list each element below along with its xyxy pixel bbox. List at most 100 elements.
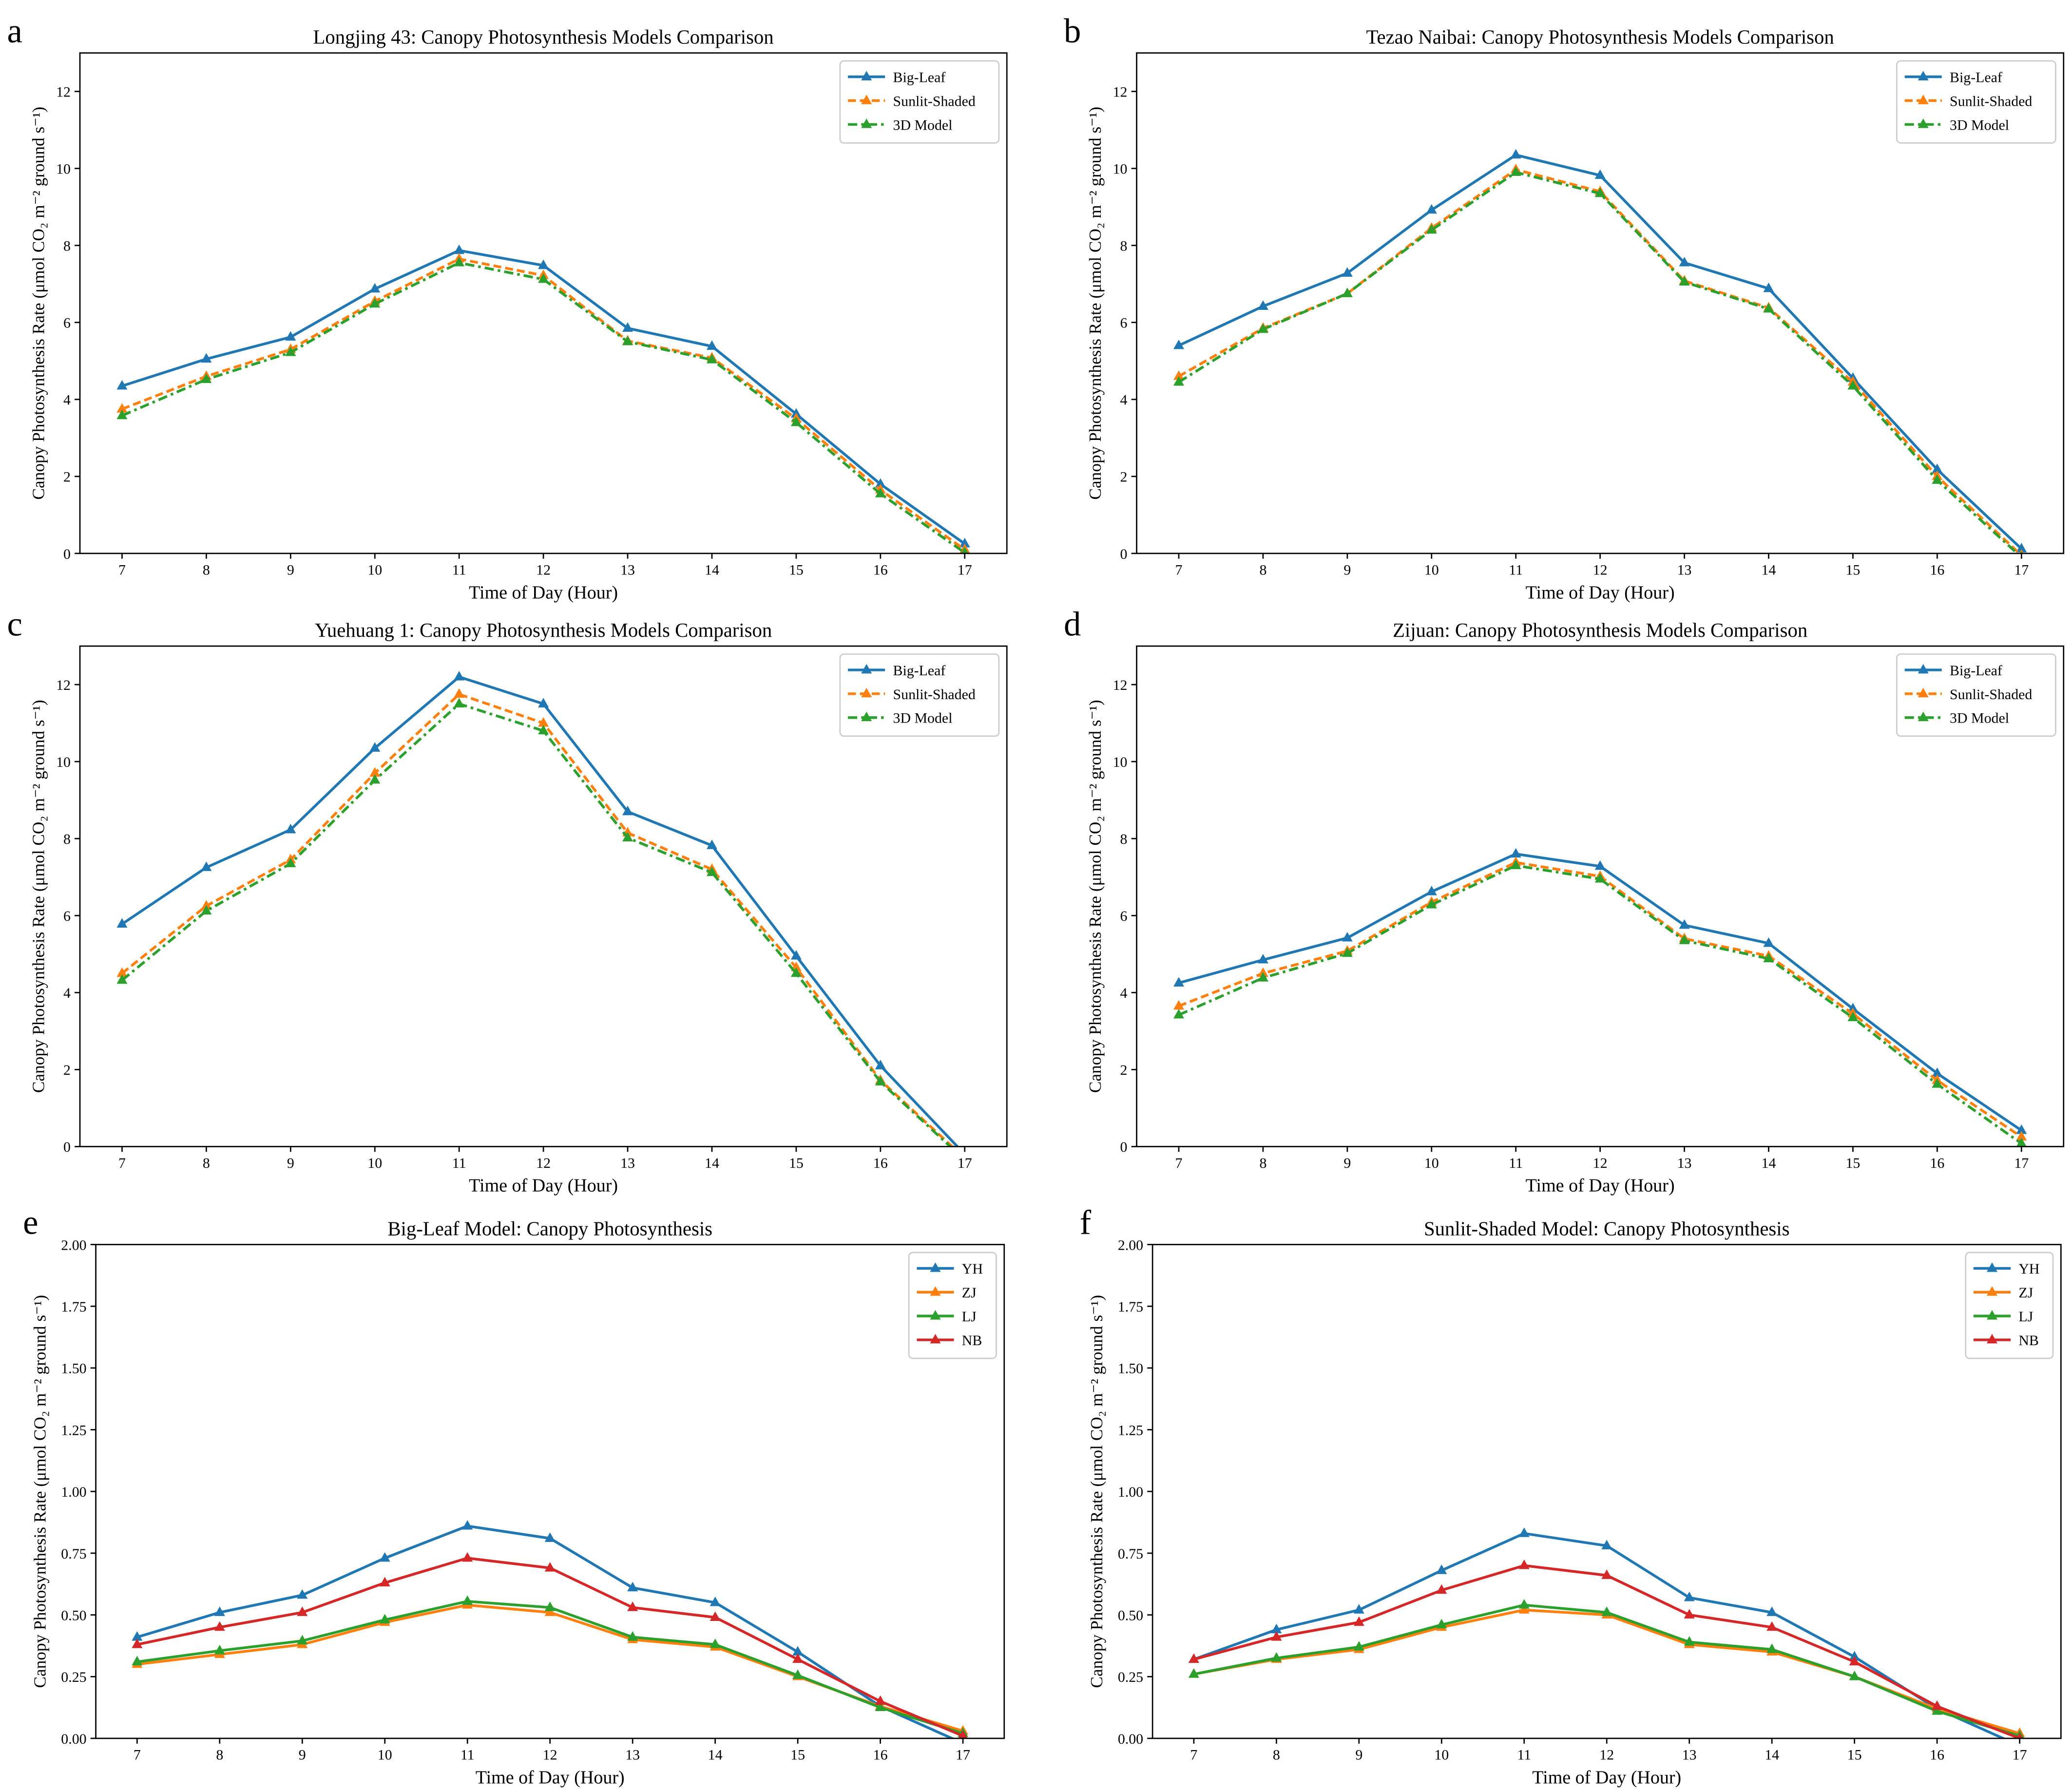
data-point-marker	[1342, 947, 1353, 957]
series-line-sunlit-shaded	[1178, 861, 2022, 1138]
data-point-marker	[1188, 1668, 1199, 1678]
data-point-marker	[627, 1581, 638, 1592]
data-point-marker	[201, 905, 212, 915]
y-tick-label: 0.75	[1118, 1546, 1143, 1562]
panel-b: b Tezao Naibai: Canopy Photosynthesis Mod…	[1064, 12, 2065, 603]
panel-letter: b	[1064, 12, 1081, 50]
y-tick-label: 12	[56, 84, 71, 100]
legend-label: NB	[962, 1333, 982, 1349]
chart-title: Longjing 43: Canopy Photosynthesis Model…	[313, 26, 774, 48]
y-tick-label: 1.50	[61, 1361, 86, 1377]
x-tick-label: 16	[873, 1747, 888, 1763]
series-line-big-leaf	[121, 675, 959, 1147]
x-tick-label: 8	[1259, 562, 1266, 578]
legend-marker	[861, 664, 872, 674]
axes-frame	[95, 1244, 1005, 1739]
x-tick-label: 15	[1847, 1747, 1862, 1763]
data-point-marker	[710, 1638, 721, 1648]
data-point-marker	[706, 340, 717, 350]
panel-letter: c	[7, 605, 22, 643]
y-tick-label: 12	[1113, 677, 1128, 693]
x-tick-label: 16	[873, 562, 888, 578]
y-tick-label: 0	[1120, 546, 1128, 562]
panel-letter: f	[1080, 1204, 1092, 1242]
y-tick-label: 0.25	[61, 1669, 86, 1685]
legend-box	[1896, 653, 2056, 737]
plot-area	[132, 1520, 969, 1739]
y-tick-label: 2	[1120, 469, 1128, 485]
y-tick-label: 8	[63, 238, 71, 254]
data-point-marker	[285, 346, 296, 356]
data-point-marker	[875, 488, 886, 497]
x-tick-label: 13	[620, 1155, 635, 1171]
x-tick-label: 8	[203, 1155, 210, 1171]
data-point-marker	[538, 717, 549, 727]
data-point-marker	[1684, 1609, 1695, 1619]
data-point-marker	[1510, 848, 1521, 858]
x-tick-label: 17	[958, 562, 972, 578]
y-tick-label: 8	[1120, 238, 1128, 254]
plot-area	[116, 671, 959, 1147]
data-point-marker	[1932, 474, 1943, 484]
legend-label: 3D Model	[893, 117, 953, 133]
y-axis-label: Canopy Photosynthesis Rate (μmol CO₂ m⁻²…	[29, 700, 48, 1093]
y-tick-label: 10	[1113, 161, 1128, 177]
legend-label: Sunlit-Shaded	[893, 93, 976, 109]
y-axis-label: Canopy Photosynthesis Rate (μmol CO₂ m⁻²…	[30, 1295, 49, 1688]
y-tick-label: 6	[1120, 315, 1128, 331]
data-point-marker	[627, 1601, 638, 1611]
chart-title: Yuehuang 1: Canopy Photosynthesis Models…	[315, 619, 772, 641]
data-point-marker	[1426, 204, 1437, 214]
data-point-marker	[622, 336, 633, 345]
x-tick-label: 14	[1762, 1155, 1776, 1171]
data-point-marker	[1932, 1078, 1943, 1088]
x-tick-label: 16	[1930, 1747, 1944, 1763]
data-point-marker	[116, 967, 128, 977]
data-point-marker	[1766, 1606, 1778, 1616]
series-line-big-leaf	[1178, 852, 2022, 1132]
data-point-marker	[1510, 166, 1521, 176]
data-point-marker	[201, 373, 212, 383]
data-point-marker	[214, 1606, 225, 1616]
x-axis-label: Time of Day (Hour)	[476, 1767, 625, 1788]
data-point-marker	[790, 967, 802, 977]
data-point-marker	[1173, 370, 1184, 380]
x-tick-label: 10	[1434, 1747, 1449, 1763]
legend-marker	[930, 1333, 941, 1344]
data-point-marker	[369, 767, 381, 777]
data-point-marker	[1763, 952, 1774, 963]
plot-area	[1188, 1527, 2025, 1739]
y-tick-label: 12	[56, 677, 71, 693]
data-point-marker	[462, 1552, 473, 1562]
data-point-marker	[116, 974, 128, 984]
series-line-zj	[137, 1603, 963, 1733]
legend-label: YH	[2018, 1261, 2039, 1277]
legend-label: ZJ	[2018, 1285, 2033, 1301]
y-tick-label: 1.50	[1118, 1361, 1143, 1377]
y-axis-label: Canopy Photosynthesis Rate (μmol CO₂ m⁻²…	[1087, 1295, 1106, 1688]
x-tick-label: 14	[705, 1155, 719, 1171]
x-axis-label: Time of Day (Hour)	[1526, 1176, 1675, 1196]
legend-marker	[861, 95, 872, 104]
data-point-marker	[1679, 934, 1690, 944]
data-point-marker	[462, 1520, 473, 1530]
legend-label: Sunlit-Shaded	[1950, 686, 2032, 703]
data-point-marker	[2016, 1124, 2027, 1134]
y-tick-label: 0	[63, 546, 71, 562]
y-tick-label: 2	[63, 469, 71, 485]
x-tick-label: 11	[1509, 562, 1523, 578]
y-tick-label: 0.50	[61, 1607, 86, 1623]
x-tick-label: 9	[1343, 1155, 1351, 1171]
x-tick-label: 10	[367, 1155, 382, 1171]
y-tick-label: 12	[1113, 84, 1128, 100]
chart-title: Sunlit-Shaded Model: Canopy Photosynthes…	[1424, 1218, 1790, 1239]
data-point-marker	[1679, 276, 1690, 286]
x-tick-label: 7	[134, 1747, 141, 1763]
data-point-marker	[132, 1631, 143, 1641]
data-point-marker	[116, 409, 128, 419]
data-point-marker	[285, 823, 296, 834]
legend-marker	[1986, 1310, 1998, 1320]
x-tick-label: 12	[1599, 1747, 1614, 1763]
data-point-marker	[454, 698, 465, 707]
